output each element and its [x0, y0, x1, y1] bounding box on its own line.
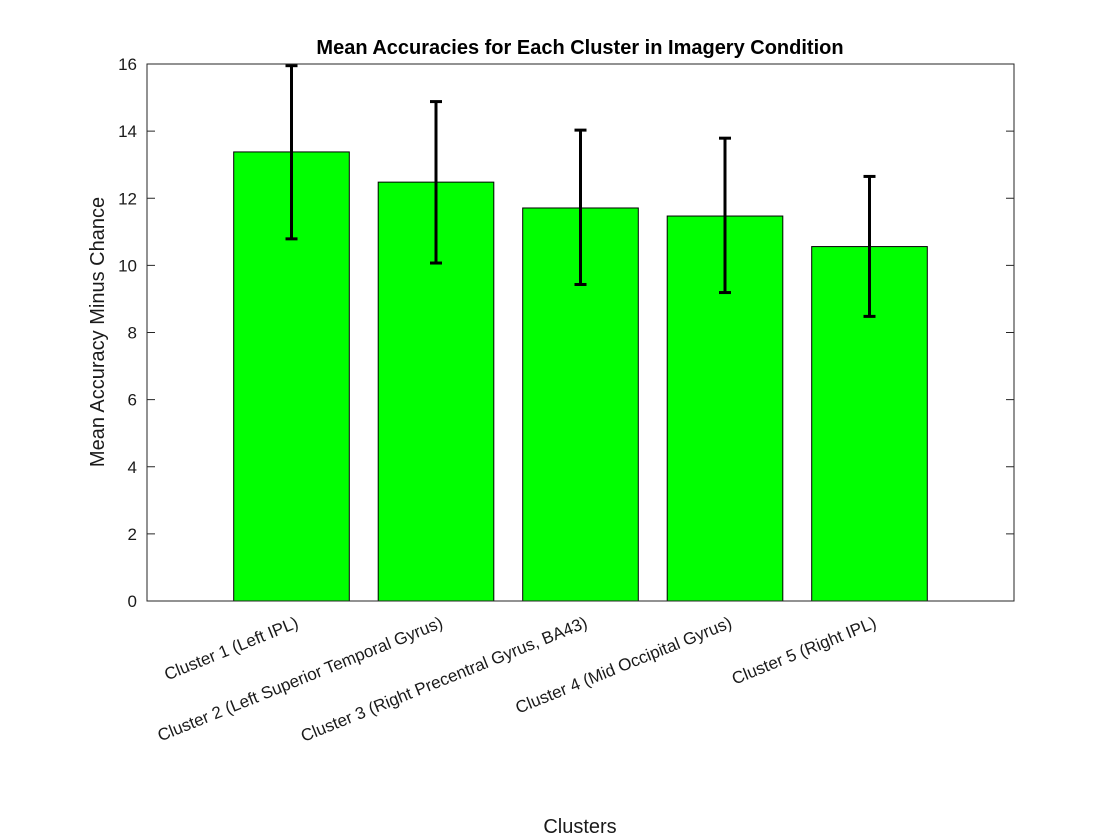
y-tick-label: 2 [128, 525, 137, 544]
error-bar [719, 136, 731, 295]
y-tick-label: 4 [128, 458, 137, 477]
y-tick-label: 14 [118, 122, 137, 141]
y-tick-label: 10 [118, 256, 137, 275]
y-axis-ticks: 0 2 4 6 8 10 12 14 16 [118, 55, 1014, 611]
error-bar [285, 64, 298, 241]
error-bar [863, 174, 876, 318]
y-tick-label: 6 [128, 391, 137, 410]
y-axis-label: Mean Accuracy Minus Chance [87, 197, 109, 467]
chart-title: Mean Accuracies for Each Cluster in Imag… [316, 37, 843, 59]
bars-layer [233, 151, 928, 602]
error-bars-layer [285, 64, 876, 318]
y-tick-label: 8 [128, 324, 137, 343]
error-bar [430, 100, 442, 265]
y-tick-label: 16 [118, 55, 137, 74]
x-axis-label: Clusters [543, 816, 616, 838]
error-bar [574, 128, 587, 287]
y-tick-label: 12 [118, 189, 137, 208]
y-tick-label: 0 [128, 592, 137, 611]
